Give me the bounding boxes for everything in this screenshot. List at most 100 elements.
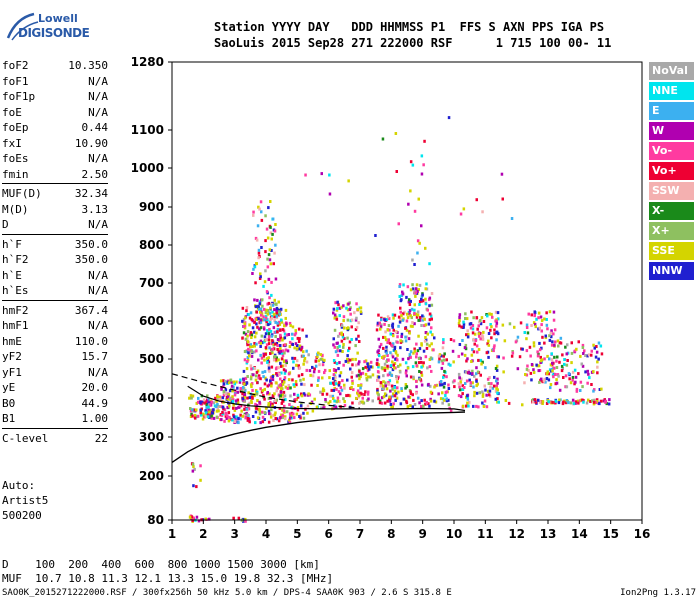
echo-point: [350, 318, 354, 322]
echo-point: [254, 281, 257, 285]
echo-point: [547, 400, 550, 404]
echo-point: [575, 347, 578, 351]
echo-point: [256, 298, 259, 302]
echo-point: [496, 381, 499, 385]
echo-point: [458, 343, 462, 346]
echo-point: [316, 355, 319, 359]
param-separator: [2, 233, 108, 235]
echo-point: [350, 385, 353, 389]
echo-point: [320, 172, 323, 176]
echo-point: [425, 346, 429, 350]
echo-point: [377, 313, 380, 317]
echo-point: [222, 379, 225, 383]
echo-point: [276, 348, 279, 351]
echo-point: [358, 377, 361, 381]
echo-point: [264, 239, 267, 243]
echo-point: [332, 307, 336, 311]
echo-point: [357, 384, 360, 387]
echo-point: [321, 376, 324, 380]
echo-point: [551, 373, 555, 377]
echo-point: [302, 392, 306, 396]
echo-point: [234, 399, 238, 403]
param-name: MUF(D): [2, 187, 42, 200]
echo-point: [284, 369, 287, 373]
echo-point: [330, 388, 333, 392]
echo-point: [479, 358, 483, 362]
echo-point: [333, 345, 336, 349]
echo-point: [414, 391, 418, 395]
echo-point: [255, 310, 258, 314]
x-tick-label: 8: [387, 527, 395, 541]
echo-point: [248, 316, 252, 320]
echo-point: [425, 342, 429, 346]
echo-point: [332, 337, 335, 341]
echo-point: [407, 357, 410, 361]
echo-point: [247, 407, 251, 411]
echo-point: [425, 400, 428, 404]
echo-point: [476, 350, 479, 354]
echo-point: [416, 239, 420, 243]
echo-point: [442, 354, 445, 358]
echo-point: [251, 345, 254, 348]
echo-point: [393, 389, 397, 393]
echo-point: [489, 323, 492, 326]
echo-point: [207, 408, 210, 412]
param-row: hmF1 N/A: [2, 318, 108, 334]
echo-point: [288, 403, 291, 407]
echo-point: [266, 360, 269, 364]
echo-point: [257, 304, 260, 308]
echo-point: [590, 383, 593, 386]
echo-point: [411, 321, 414, 324]
echo-point: [471, 324, 475, 327]
echo-point: [557, 344, 560, 348]
echo-point: [409, 375, 413, 379]
echo-point: [394, 330, 398, 334]
echo-point: [530, 363, 534, 366]
echo-point: [271, 375, 275, 378]
echo-point: [216, 402, 219, 406]
echo-point: [266, 312, 270, 316]
echo-point: [245, 361, 249, 365]
echo-point: [253, 350, 256, 354]
echo-point: [192, 516, 195, 520]
echo-point: [433, 399, 436, 403]
echo-point: [550, 352, 553, 356]
echo-point: [337, 383, 341, 387]
legend-item-nne: NNE: [649, 82, 694, 100]
echo-point: [391, 325, 394, 329]
echo-point: [374, 234, 377, 237]
echo-point: [195, 408, 198, 412]
echo-point: [256, 224, 260, 228]
echo-point: [347, 302, 350, 306]
echo-point: [311, 374, 315, 378]
echo-point: [361, 400, 364, 404]
echo-point: [400, 332, 404, 336]
echo-point: [241, 336, 244, 340]
echo-point: [478, 391, 481, 395]
param-row: foF2 10.350: [2, 58, 108, 74]
echo-point: [493, 328, 496, 332]
echo-point: [270, 316, 274, 320]
echo-point: [357, 321, 360, 325]
param-name: D: [2, 218, 9, 231]
echo-point: [210, 416, 213, 420]
echo-point: [213, 404, 217, 408]
echo-point: [287, 333, 291, 336]
echo-point: [427, 402, 430, 406]
echo-point: [272, 414, 275, 418]
echo-point: [377, 397, 380, 401]
echo-point: [396, 340, 399, 344]
echo-point: [490, 382, 493, 386]
echo-point: [568, 377, 571, 381]
echo-point: [525, 367, 529, 371]
echo-point: [305, 360, 309, 364]
echo-point: [233, 391, 237, 395]
echo-point: [528, 345, 532, 349]
echo-point: [410, 316, 413, 320]
echo-point: [481, 210, 484, 214]
echo-point: [224, 391, 227, 395]
echo-point: [378, 321, 381, 325]
echo-point: [259, 318, 263, 322]
echo-point: [343, 403, 347, 407]
echo-point: [300, 394, 304, 398]
